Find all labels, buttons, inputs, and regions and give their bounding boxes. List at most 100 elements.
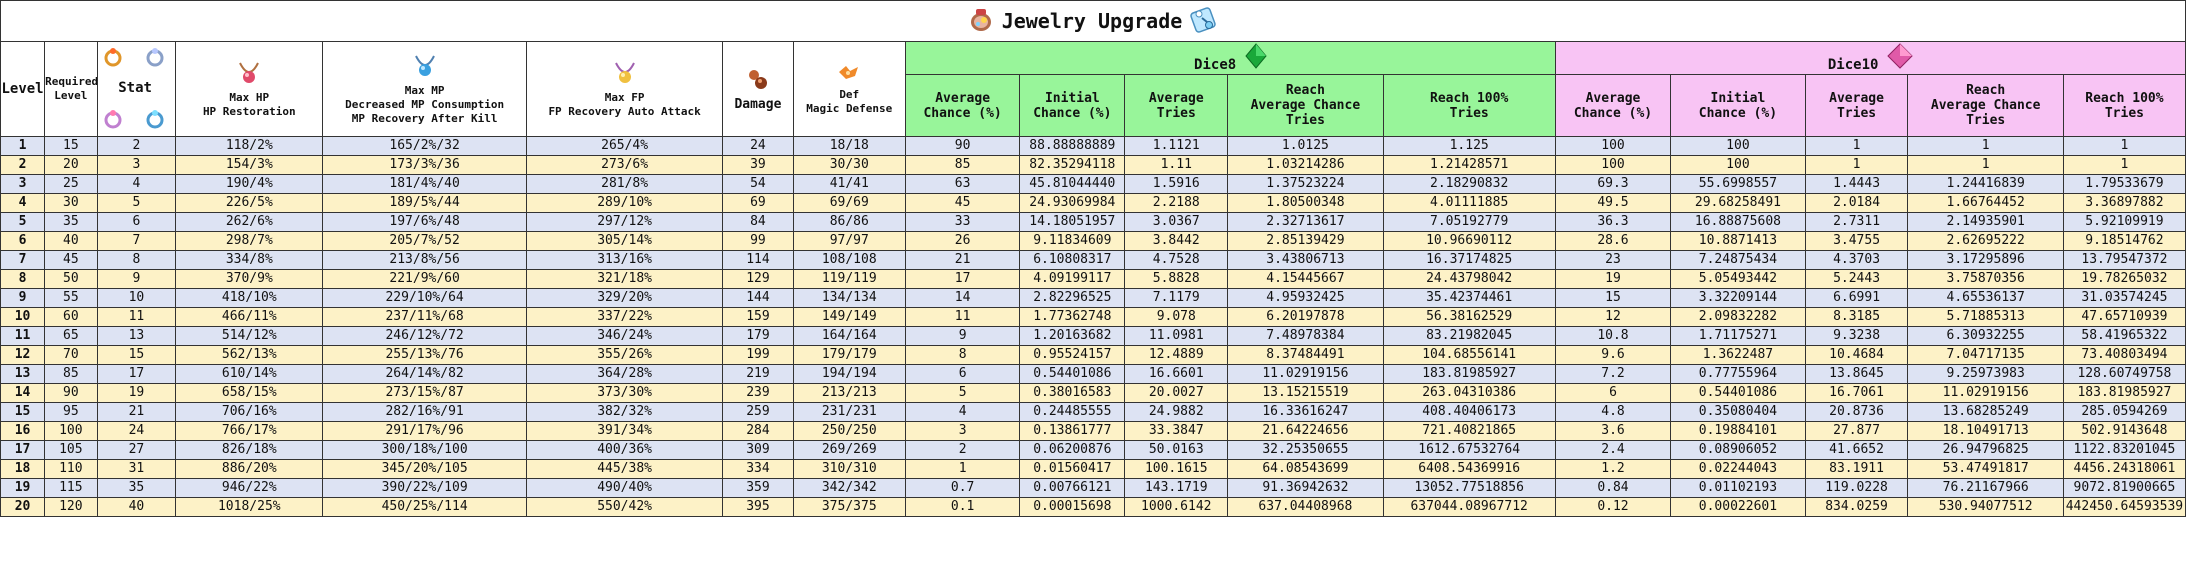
dice8-avg-tries-line1: Average — [1148, 90, 1204, 106]
dice8-avg-tries-header: Average Tries — [1124, 74, 1229, 137]
dice10-avg-chance-line2: Chance (%) — [1573, 105, 1653, 121]
dice8-avg-chance-cell: 90 — [904, 136, 1021, 156]
stat-cell: 3 — [96, 155, 177, 175]
dice8-init-chance-cell: 2.82296525 — [1019, 288, 1126, 308]
max-hp-cell: 118/2% — [175, 136, 324, 156]
max-mp-cell: 213/8%/56 — [322, 250, 527, 270]
dice8-reach100-cell: 263.04310386 — [1382, 383, 1556, 403]
required-level-cell: 25 — [44, 174, 98, 194]
required-level-cell: 60 — [44, 307, 98, 327]
max-hp-cell: 826/18% — [175, 440, 324, 460]
max-fp-header-line2: FP Recovery Auto Attack — [548, 105, 701, 118]
max-fp-cell: 490/40% — [525, 478, 724, 498]
dice8-init-chance-cell: 9.11834609 — [1019, 231, 1126, 251]
dice10-avg-tries-cell: 834.0259 — [1804, 497, 1909, 517]
max-mp-cell: 173/3%/36 — [322, 155, 527, 175]
dice8-reach100-cell: 2.18290832 — [1382, 174, 1556, 194]
dice10-init-chance-cell: 0.00022601 — [1670, 497, 1806, 517]
dice8-reach-avg-cell: 64.08543699 — [1227, 459, 1384, 479]
max-hp-cell: 706/16% — [175, 402, 324, 422]
level-cell: 1 — [0, 136, 46, 156]
damage-cell: 54 — [722, 174, 794, 194]
dice10-avg-tries-cell: 6.6991 — [1804, 288, 1909, 308]
required-level-cell: 115 — [44, 478, 98, 498]
required-level-cell: 110 — [44, 459, 98, 479]
max-hp-cell: 562/13% — [175, 345, 324, 365]
max-mp-cell: 205/7%/52 — [322, 231, 527, 251]
level-cell: 3 — [0, 174, 46, 194]
level-cell: 14 — [0, 383, 46, 403]
dice10-reach100-cell: 442450.64593539 — [2062, 497, 2186, 517]
dice10-reach-avg-cell: 11.02919156 — [1907, 383, 2064, 403]
table-row: 11 65 13 514/12% 246/12%/72 346/24% 179 164/164… — [0, 326, 2186, 346]
max-fp-cell: 281/8% — [525, 174, 724, 194]
dice8-avg-tries-line2: Tries — [1156, 105, 1196, 121]
required-level-cell: 100 — [44, 421, 98, 441]
stat-cell: 15 — [96, 345, 177, 365]
title-cell: Jewelry Upgrade — [0, 0, 2186, 42]
upgrade-rows: 1 15 2 118/2% 165/2%/32 265/4% 24 18/18 90 88.888… — [0, 136, 2186, 517]
dice10-reach-avg-cell: 1.24416839 — [1907, 174, 2064, 194]
stat-cell: 11 — [96, 307, 177, 327]
table-row: 10 60 11 466/11% 237/11%/68 337/22% 159 149/149… — [0, 307, 2186, 327]
level-header: Level — [0, 41, 46, 137]
table-row: 3 25 4 190/4% 181/4%/40 281/8% 54 41/41 63 45.810… — [0, 174, 2186, 194]
dice10-reach-avg-cell: 1.66764452 — [1907, 193, 2064, 213]
def-cell: 179/179 — [792, 345, 906, 365]
required-level-cell: 55 — [44, 288, 98, 308]
dice8-reach100-cell: 104.68556141 — [1382, 345, 1556, 365]
dice10-reach-avg-cell: 53.47491817 — [1907, 459, 2064, 479]
def-cell: 18/18 — [792, 136, 906, 156]
dice10-init-chance-cell: 5.05493442 — [1670, 269, 1806, 289]
stat-cell: 35 — [96, 478, 177, 498]
dice10-avg-chance-cell: 12 — [1554, 307, 1672, 327]
def-cell: 119/119 — [792, 269, 906, 289]
dice10-avg-tries-cell: 16.7061 — [1804, 383, 1909, 403]
table-row: 1 15 2 118/2% 165/2%/32 265/4% 24 18/18 90 88.888… — [0, 136, 2186, 156]
level-cell: 16 — [0, 421, 46, 441]
dice8-reach-avg-line2: Average Chance — [1250, 98, 1361, 113]
damage-cell: 359 — [722, 478, 794, 498]
dice10-avg-tries-cell: 13.8645 — [1804, 364, 1909, 384]
max-fp-cell: 391/34% — [525, 421, 724, 441]
pink-gem-icon — [1887, 43, 1913, 73]
damage-cell: 129 — [722, 269, 794, 289]
def-cell: 108/108 — [792, 250, 906, 270]
level-cell: 5 — [0, 212, 46, 232]
dice8-avg-tries-cell: 16.6601 — [1124, 364, 1229, 384]
stat-cell: 40 — [96, 497, 177, 517]
dice10-reach-avg-line2: Average Chance — [1930, 98, 2041, 113]
dice8-init-chance-cell: 0.01560417 — [1019, 459, 1126, 479]
stat-cell: 6 — [96, 212, 177, 232]
dice8-avg-tries-cell: 143.1719 — [1124, 478, 1229, 498]
dice8-avg-tries-cell: 5.8828 — [1124, 269, 1229, 289]
max-hp-header: Max HP HP Restoration — [175, 41, 324, 137]
dice10-label: Dice10 — [1827, 57, 1879, 73]
table-row: 19 115 35 946/22% 390/22%/109 490/40% 359 342/3… — [0, 478, 2186, 498]
dice10-reach100-line2: Tries — [2104, 105, 2144, 121]
dice10-avg-tries-cell: 10.4684 — [1804, 345, 1909, 365]
damage-cell: 395 — [722, 497, 794, 517]
dice10-init-chance-cell: 0.01102193 — [1670, 478, 1806, 498]
dice10-avg-chance-cell: 2.4 — [1554, 440, 1672, 460]
def-header: Def Magic Defense — [792, 41, 906, 137]
dice10-reach-avg-cell: 26.94796825 — [1907, 440, 2064, 460]
jewelry-bag-icon — [968, 5, 994, 38]
def-cell: 41/41 — [792, 174, 906, 194]
max-fp-cell: 289/10% — [525, 193, 724, 213]
earring-damage-icon — [746, 67, 770, 97]
page-title: Jewelry Upgrade — [1001, 9, 1183, 33]
dice10-init-chance-cell: 100 — [1670, 136, 1806, 156]
stat-cell: 9 — [96, 269, 177, 289]
def-cell: 97/97 — [792, 231, 906, 251]
max-hp-cell: 154/3% — [175, 155, 324, 175]
dice8-avg-chance-cell: 6 — [904, 364, 1021, 384]
max-mp-cell: 221/9%/60 — [322, 269, 527, 289]
level-cell: 2 — [0, 155, 46, 175]
ring-pink-icon — [102, 108, 124, 134]
max-hp-cell: 946/22% — [175, 478, 324, 498]
damage-cell: 219 — [722, 364, 794, 384]
dice10-avg-tries-header: Average Tries — [1804, 74, 1909, 137]
max-mp-cell: 197/6%/48 — [322, 212, 527, 232]
max-mp-cell: 165/2%/32 — [322, 136, 527, 156]
